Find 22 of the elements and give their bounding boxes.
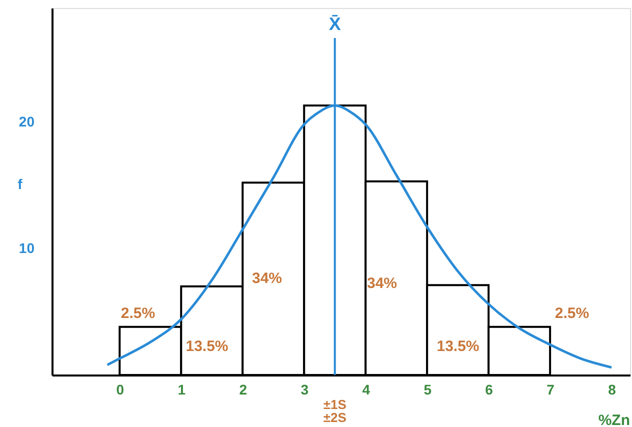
ref-line-label: X̄ <box>328 14 341 34</box>
x-tick-label: 5 <box>424 382 432 398</box>
annotation: 34% <box>252 270 282 287</box>
x-tick-label: 6 <box>485 382 494 398</box>
x-tick-label: 1 <box>178 382 186 398</box>
y-tick-label: 10 <box>18 240 35 256</box>
x-tick-label: 7 <box>546 382 555 398</box>
annotation: 2.5% <box>554 305 590 322</box>
x-axis-title: %Zn <box>598 412 630 427</box>
y-axis-title: f <box>18 176 23 192</box>
annotation: 34% <box>366 275 398 292</box>
text: ±1S <box>323 397 347 412</box>
annotation: 13.5% <box>186 338 228 355</box>
x-tick-label: 3 <box>300 382 309 398</box>
x-tick-label: 2 <box>239 382 248 398</box>
y-tick-label: 20 <box>18 113 35 130</box>
text: ±2S <box>323 410 347 425</box>
x-tick-label: 0 <box>116 382 124 398</box>
x-tick-label: 8 <box>608 382 616 398</box>
annotation: 13.5% <box>436 338 480 355</box>
x-tick-label: 4 <box>362 382 370 398</box>
annotation: 2.5% <box>120 305 156 322</box>
